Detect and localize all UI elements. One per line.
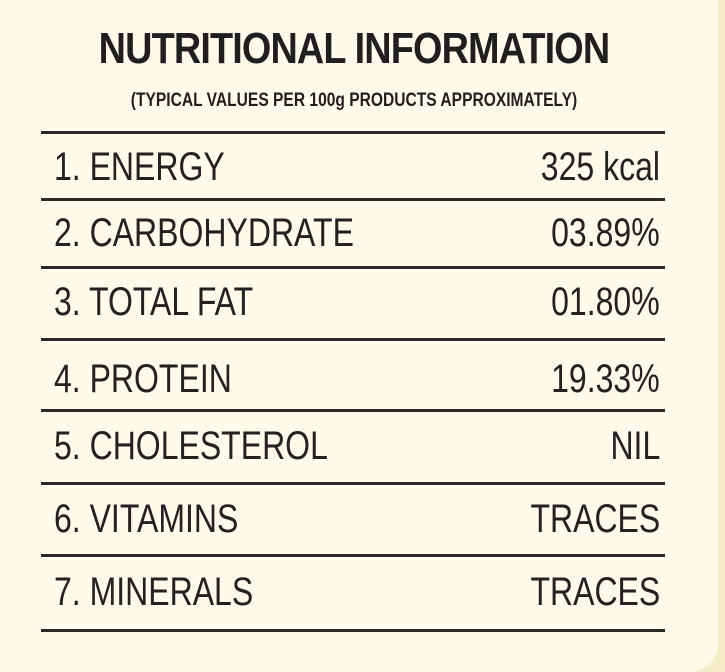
table-row-total-fat: 3. TOTAL FAT 01.80% [54,272,660,332]
page-subtitle: (TYPICAL VALUES PER 100g PRODUCTS APPROX… [130,90,578,111]
row-label: 3. TOTAL FAT [54,279,254,324]
row-label: 1. ENERGY [54,144,225,189]
row-value: 325 kcal [540,144,660,189]
row-label: 2. CARBOHYDRATE [54,210,354,255]
row-value: NIL [610,423,660,468]
row-value: 03.89% [551,210,660,255]
divider [41,554,665,557]
divider-bottom [41,629,665,632]
row-value: 01.80% [551,279,660,324]
row-value: TRACES [530,496,660,541]
divider [41,409,665,412]
divider [41,482,665,485]
divider [41,338,665,341]
divider-top [41,131,665,134]
page-title: NUTRITIONAL INFORMATION [98,24,610,73]
table-row-protein: 4. PROTEIN 19.33% [54,349,660,409]
row-label: 4. PROTEIN [54,356,232,401]
table-row-energy: 1. ENERGY 325 kcal [54,137,660,197]
table-row-cholesterol: 5. CHOLESTEROL NIL [54,416,660,476]
row-value: TRACES [530,569,660,614]
table-row-minerals: 7. MINERALS TRACES [54,562,660,622]
row-label: 5. CHOLESTEROL [54,423,328,468]
row-label: 6. VITAMINS [54,496,239,541]
divider [41,198,665,201]
table-row-vitamins: 6. VITAMINS TRACES [54,489,660,549]
divider [41,266,665,269]
row-value: 19.33% [551,356,660,401]
table-row-carbohydrate: 2. CARBOHYDRATE 03.89% [54,203,660,263]
row-label: 7. MINERALS [54,569,254,614]
